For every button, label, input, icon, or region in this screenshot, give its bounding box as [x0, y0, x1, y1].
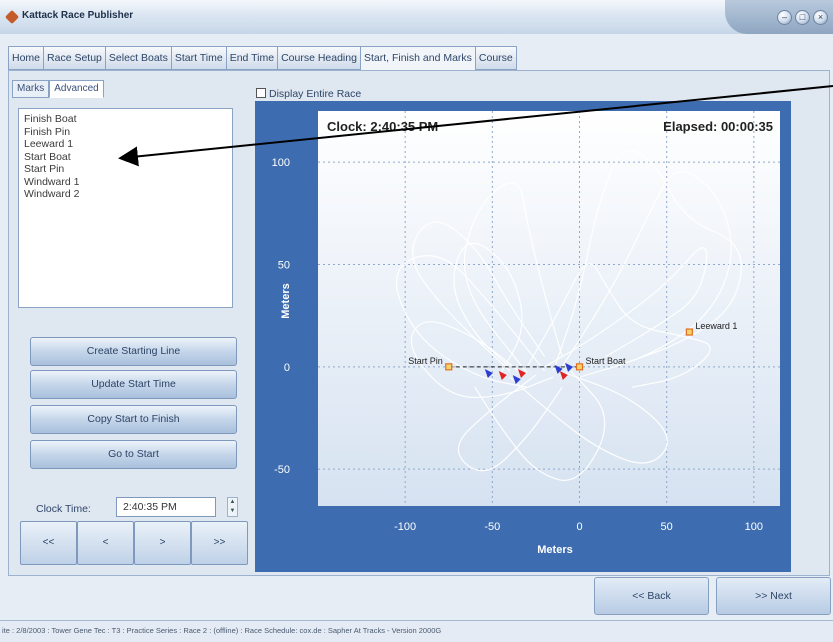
list-item[interactable]: Finish Boat — [24, 113, 77, 125]
list-item[interactable]: Windward 1 — [24, 175, 80, 188]
boat-track — [544, 247, 708, 368]
y-tick-label: 50 — [278, 259, 290, 271]
clock-time-field[interactable]: 2:40:35 PM — [116, 497, 216, 517]
copy-start-to-finish-button[interactable]: Copy Start to Finish — [30, 405, 237, 434]
jump-forward-button[interactable]: >> — [191, 521, 248, 565]
clock-time-label: Clock Time: — [36, 503, 91, 515]
list-item[interactable]: Leeward 1 — [24, 138, 74, 150]
boat-markers — [484, 362, 574, 385]
boat-marker — [517, 368, 526, 378]
tab-start-time[interactable]: Start Time — [170, 46, 226, 70]
mark-label: Leeward 1 — [695, 321, 737, 331]
spin-down-icon[interactable]: ▼ — [229, 508, 236, 514]
x-tick-label: 50 — [661, 521, 673, 533]
tab-home[interactable]: Home — [8, 46, 44, 70]
tab-course[interactable]: Course — [474, 46, 517, 70]
list-item[interactable]: Windward 2 — [24, 188, 80, 200]
maximize-button[interactable]: □ — [795, 10, 810, 25]
jump-back-button[interactable]: << — [20, 521, 77, 565]
boat-track — [453, 242, 523, 374]
boat-marker — [498, 371, 507, 381]
next-button[interactable]: >> Next — [716, 577, 831, 615]
boat-marker — [554, 364, 563, 374]
list-item[interactable]: Start Boat — [24, 150, 71, 163]
subtab-marks[interactable]: Marks — [12, 80, 50, 98]
step-back-button[interactable]: < — [77, 521, 134, 565]
x-tick-label: 0 — [576, 521, 582, 533]
back-button[interactable]: << Back — [594, 577, 709, 615]
spin-up-icon[interactable]: ▲ — [229, 499, 236, 505]
y-tick-label: 0 — [284, 362, 290, 374]
marks-list[interactable]: Finish Boat Finish Pin Leeward 1 Start B… — [18, 108, 233, 308]
mark-label: Start Pin — [408, 356, 443, 366]
boat-track — [457, 374, 563, 472]
x-axis-label: Meters — [537, 544, 572, 556]
update-start-time-button[interactable]: Update Start Time — [30, 370, 237, 399]
display-entire-race-label: Display Entire Race — [269, 88, 362, 100]
course-chart: Start Pin Start Boat Leeward 1 -100 -50 0 50 1… — [272, 111, 780, 556]
mark-symbol — [575, 363, 584, 371]
course-marks: Start Pin Start Boat Leeward 1 — [408, 321, 737, 371]
checkbox-icon[interactable] — [256, 88, 266, 98]
tab-end-time[interactable]: End Time — [225, 46, 278, 70]
boat-track — [474, 370, 606, 481]
status-bar: ite : 2/8/2003 : Tower Gene Tec : T3 : P… — [0, 620, 833, 642]
boat-track — [463, 182, 563, 374]
chart-title: Clock: 2:40:35 PM — [327, 119, 438, 134]
y-tick-label: -50 — [274, 464, 290, 476]
title-bar: Kattack Race Publisher – □ × — [0, 0, 833, 35]
boat-track — [509, 372, 668, 464]
go-to-start-button[interactable]: Go to Start — [30, 440, 237, 469]
marks-subtabs: Marks Advanced — [12, 80, 104, 98]
boat-track — [526, 263, 711, 388]
elapsed-time: Elapsed: 00:00:35 — [663, 119, 773, 134]
list-item[interactable]: Start Pin — [24, 163, 65, 175]
x-tick-label: 100 — [745, 521, 763, 533]
boat-marker — [559, 371, 568, 381]
close-button[interactable]: × — [813, 10, 828, 25]
app-logo-icon — [4, 9, 20, 25]
boat-marker — [565, 362, 574, 372]
step-forward-button[interactable]: > — [134, 521, 191, 565]
window-controls: – □ × — [725, 0, 833, 34]
minimize-button[interactable]: – — [777, 10, 792, 25]
boat-marker — [484, 368, 493, 378]
clock-time-stepper[interactable]: ▲ ▼ — [227, 497, 238, 517]
mark-symbol — [445, 363, 453, 371]
tab-race-setup[interactable]: Race Setup — [43, 46, 105, 70]
mark-symbol — [685, 328, 693, 336]
subtab-advanced[interactable]: Advanced — [49, 80, 104, 98]
list-item[interactable]: Finish Pin — [24, 125, 71, 138]
main-tabs: Home Race Setup Select Boats Start Time … — [8, 46, 517, 71]
y-axis-label: Meters — [280, 283, 292, 318]
mark-label: Start Boat — [586, 356, 627, 366]
axis-ticks: -100 -50 0 50 100 100 50 0 -50 — [272, 157, 763, 533]
display-entire-race-checkbox[interactable]: Display Entire Race — [256, 88, 361, 100]
boat-marker — [512, 375, 521, 385]
window-title: Kattack Race Publisher — [22, 10, 134, 21]
boat-tracks — [395, 150, 742, 481]
boat-track — [410, 321, 554, 399]
x-tick-label: -100 — [394, 521, 416, 533]
y-tick-label: 100 — [272, 157, 290, 169]
create-starting-line-button[interactable]: Create Starting Line — [30, 337, 237, 366]
boat-track — [552, 150, 742, 372]
x-tick-label: -50 — [484, 521, 500, 533]
boat-track — [561, 171, 732, 378]
tab-label: Home — [12, 52, 41, 64]
tab-select-boats[interactable]: Select Boats — [104, 46, 171, 70]
tab-course-heading[interactable]: Course Heading — [277, 46, 360, 70]
tab-start-finish-marks[interactable]: Start, Finish and Marks — [359, 46, 475, 71]
